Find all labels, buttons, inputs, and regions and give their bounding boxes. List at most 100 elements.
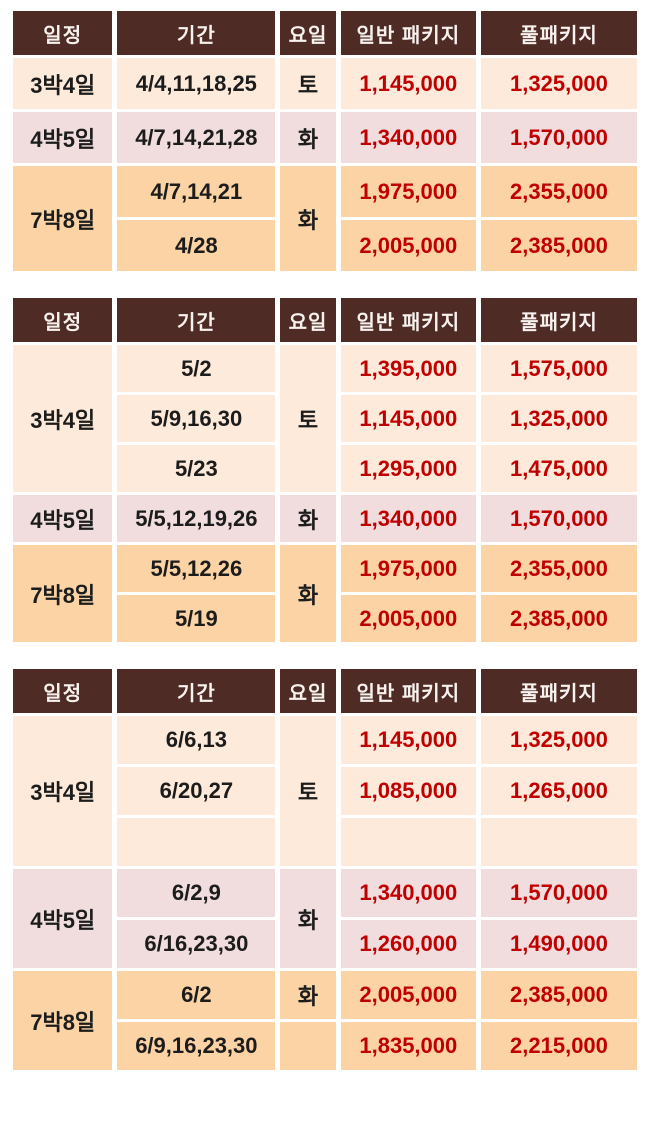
- price-cell: 2,355,000: [475, 163, 643, 220]
- dates-cell: 5/23: [112, 442, 281, 495]
- empty-dates-cell: [112, 815, 281, 869]
- col-header-full-package: 풀패키지: [475, 295, 643, 345]
- weekday-cell: 화: [275, 542, 341, 645]
- duration-cell: 4박5일: [7, 492, 118, 545]
- price-cell: 2,005,000: [335, 592, 481, 645]
- table-row: 7박8일 5/5,12,26 화 1,975,000 2,355,000: [7, 542, 643, 645]
- table-row: 5/9,16,30 1,145,000 1,325,000: [11, 392, 643, 445]
- col-header-period: 기간: [112, 666, 281, 716]
- price-cell: 1,570,000: [475, 109, 643, 166]
- table-row: 6/9,16,23,30 1,835,000 2,215,000: [11, 1019, 643, 1073]
- col-header-full-package: 풀패키지: [475, 8, 643, 58]
- duration-cell: 3박4일: [7, 713, 118, 869]
- price-cell: 1,340,000: [335, 109, 481, 166]
- col-header-full-package: 풀패키지: [475, 666, 643, 716]
- price-cell: 2,385,000: [475, 217, 643, 274]
- weekday-cell: 화: [275, 866, 341, 971]
- duration-cell: 4박5일: [7, 866, 118, 971]
- col-header-regular-package: 일반 패키지: [335, 8, 481, 58]
- price-cell: 2,385,000: [475, 968, 643, 1022]
- dates-cell: 4/7,14,21,28: [112, 109, 281, 166]
- price-cell: 1,145,000: [335, 55, 481, 112]
- col-header-period: 기간: [112, 295, 281, 345]
- price-cell: 1,325,000: [475, 392, 643, 445]
- duration-cell: 4박5일: [7, 109, 118, 166]
- price-cell: 1,570,000: [475, 866, 643, 920]
- header-row: 일정 기간 요일 일반 패키지 풀패키지: [7, 295, 643, 345]
- table-row: [11, 815, 643, 869]
- price-cell: 2,215,000: [475, 1019, 643, 1073]
- weekday-cell: 화: [275, 109, 341, 166]
- dates-cell: 6/9,16,23,30: [112, 1019, 281, 1073]
- price-cell: 1,395,000: [335, 342, 481, 395]
- weekday-cell: 화: [275, 492, 341, 545]
- dates-cell: 5/19: [112, 592, 281, 645]
- col-header-schedule: 일정: [7, 666, 118, 716]
- dates-cell: 4/28: [112, 217, 281, 274]
- price-cell: 1,475,000: [475, 442, 643, 495]
- dates-cell: 4/4,11,18,25: [112, 55, 281, 112]
- table-row: 5/23 1,295,000 1,475,000: [11, 442, 643, 495]
- price-cell: 2,005,000: [335, 968, 481, 1022]
- table-row: 7박8일 6/2 화 2,005,000 2,385,000: [7, 968, 643, 1073]
- col-header-schedule: 일정: [7, 295, 118, 345]
- price-cell: 1,295,000: [335, 442, 481, 495]
- price-cell: 1,340,000: [335, 492, 481, 545]
- price-cell: 1,085,000: [335, 764, 481, 818]
- dates-cell: 6/2,9: [112, 866, 281, 920]
- price-table-may: 일정 기간 요일 일반 패키지 풀패키지 3박4일 5/2 토 1,395,000 1,575,0…: [7, 295, 643, 645]
- header-row: 일정 기간 요일 일반 패키지 풀패키지: [7, 8, 643, 58]
- table-row: 3박4일 4/4,11,18,25 토 1,145,000 1,325,000: [7, 55, 643, 112]
- table-row: 4박5일 4/7,14,21,28 화 1,340,000 1,570,000: [7, 109, 643, 166]
- table-row: 4박5일 5/5,12,19,26 화 1,340,000 1,570,000: [7, 492, 643, 545]
- price-cell: 1,145,000: [335, 713, 481, 767]
- weekday-cell: 화: [275, 968, 341, 1022]
- col-header-weekday: 요일: [275, 8, 341, 58]
- col-header-regular-package: 일반 패키지: [335, 295, 481, 345]
- price-cell: 1,325,000: [475, 55, 643, 112]
- col-header-weekday: 요일: [275, 666, 341, 716]
- price-cell: 1,570,000: [475, 492, 643, 545]
- price-cell: 1,575,000: [475, 342, 643, 395]
- dates-cell: 6/2: [112, 968, 281, 1022]
- table-row: 5/19 2,005,000 2,385,000: [11, 592, 643, 645]
- duration-cell: 7박8일: [7, 968, 118, 1073]
- col-header-weekday: 요일: [275, 295, 341, 345]
- header-row: 일정 기간 요일 일반 패키지 풀패키지: [7, 666, 643, 716]
- weekday-cell: 토: [275, 342, 341, 495]
- dates-cell: 4/7,14,21: [112, 163, 281, 220]
- price-cell: 1,975,000: [335, 163, 481, 220]
- col-header-period: 기간: [112, 8, 281, 58]
- dates-cell: 5/5,12,19,26: [112, 492, 281, 545]
- table-row: 6/20,27 1,085,000 1,265,000: [11, 764, 643, 818]
- table-row: 4/28 2,005,000 2,385,000: [11, 217, 643, 274]
- dates-cell: 5/2: [112, 342, 281, 395]
- duration-cell: 7박8일: [7, 163, 118, 274]
- dates-cell: 6/20,27: [112, 764, 281, 818]
- weekday-cell: 토: [275, 55, 341, 112]
- dates-cell: 6/6,13: [112, 713, 281, 767]
- weekday-cell: 화: [275, 163, 341, 274]
- empty-price-cell: [335, 815, 481, 869]
- price-table-april: 일정 기간 요일 일반 패키지 풀패키지 3박4일 4/4,11,18,25 토 1,145,0…: [7, 8, 643, 274]
- price-cell: 1,145,000: [335, 392, 481, 445]
- price-cell: 1,325,000: [475, 713, 643, 767]
- table-row: 7박8일 4/7,14,21 화 1,975,000 2,355,000: [7, 163, 643, 274]
- price-cell: 1,265,000: [475, 764, 643, 818]
- dates-cell: 5/5,12,26: [112, 542, 281, 595]
- duration-cell: 3박4일: [7, 55, 118, 112]
- col-header-schedule: 일정: [7, 8, 118, 58]
- dates-cell: 6/16,23,30: [112, 917, 281, 971]
- price-cell: 1,975,000: [335, 542, 481, 595]
- package-price-tables: 일정 기간 요일 일반 패키지 풀패키지 3박4일 4/4,11,18,25 토 1,145,0…: [7, 8, 643, 1073]
- price-table-june: 일정 기간 요일 일반 패키지 풀패키지 3박4일 6/6,13 토 1,145,000 1,32…: [7, 666, 643, 1073]
- price-cell: 1,260,000: [335, 917, 481, 971]
- price-cell: 2,385,000: [475, 592, 643, 645]
- price-cell: 2,355,000: [475, 542, 643, 595]
- duration-cell: 7박8일: [7, 542, 118, 645]
- col-header-regular-package: 일반 패키지: [335, 666, 481, 716]
- table-row: 3박4일 5/2 토 1,395,000 1,575,000: [7, 342, 643, 495]
- dates-cell: 5/9,16,30: [112, 392, 281, 445]
- empty-weekday-cell: [275, 1019, 341, 1073]
- price-cell: 1,340,000: [335, 866, 481, 920]
